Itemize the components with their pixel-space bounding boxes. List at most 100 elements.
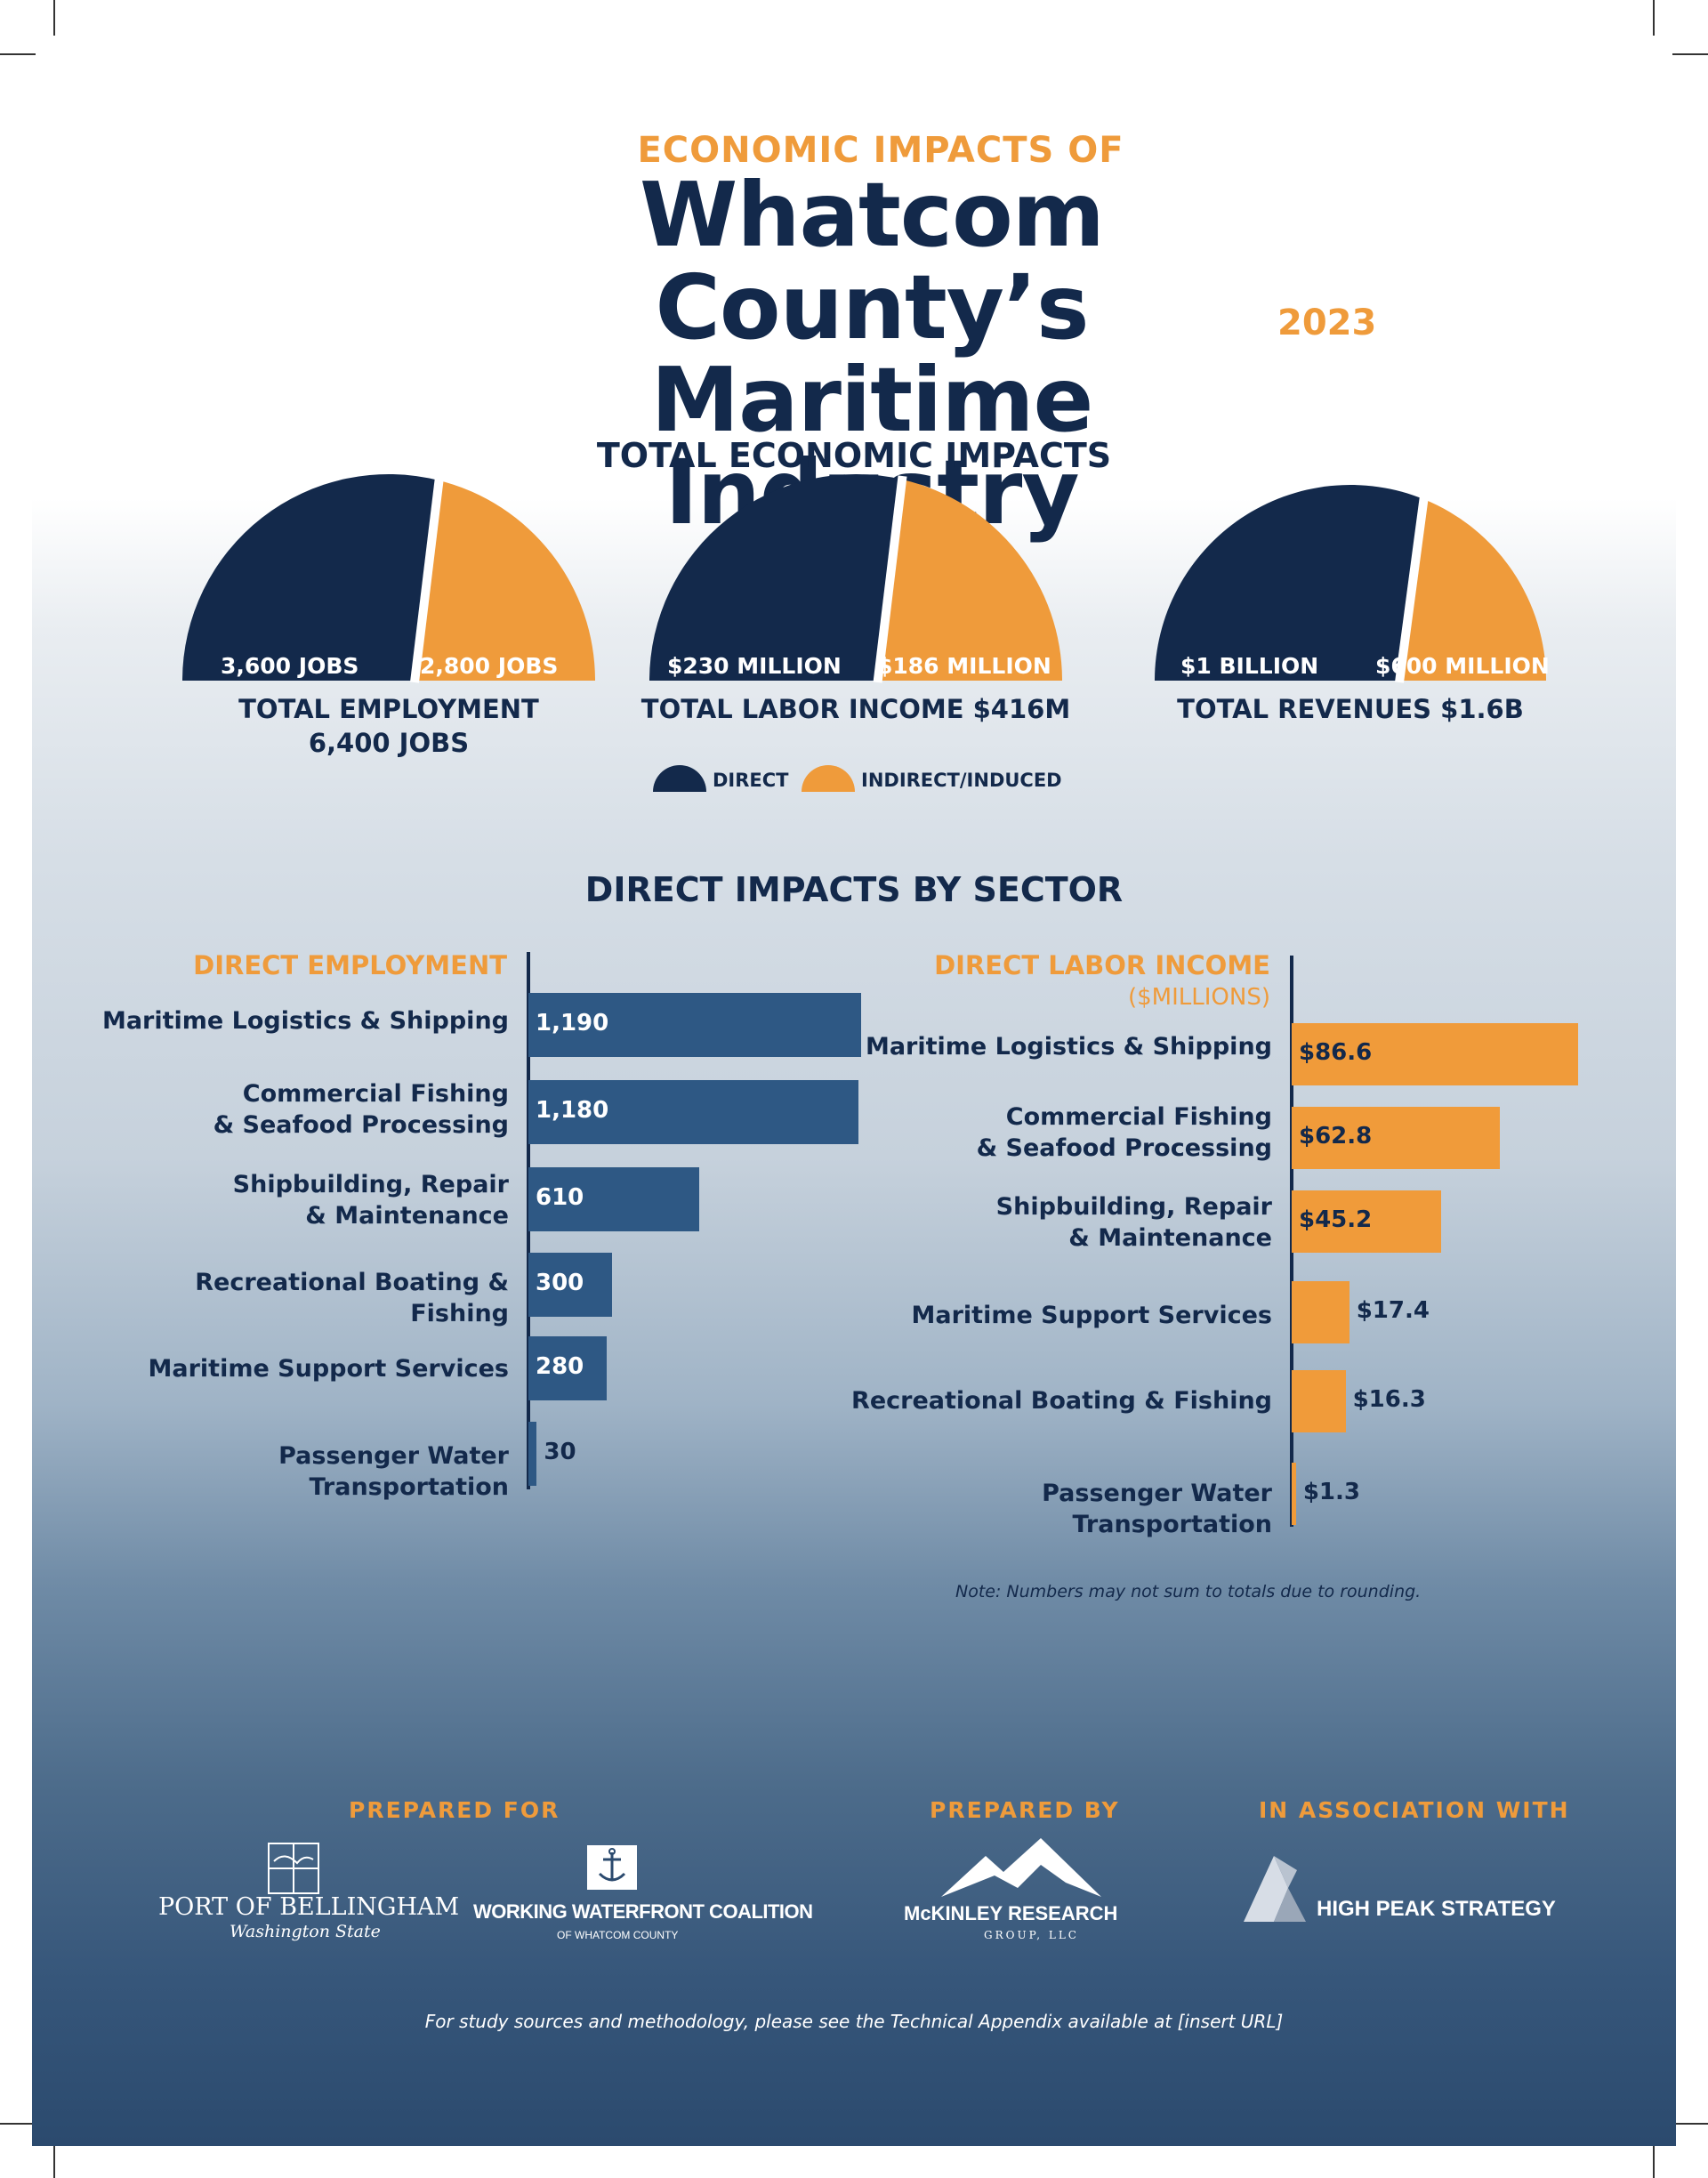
employment-value-label: 300 [536,1270,584,1296]
peak-icon [1244,1856,1306,1922]
employment-semicircle [182,474,595,683]
wwc-sub: OF WHATCOM COUNTY [557,1929,679,1941]
mountain-icon [941,1838,1101,1897]
revenues-direct-slice [1155,485,1424,681]
port-emblem-icon [268,1843,319,1894]
labor-income-caption: TOTAL LABOR INCOME $416M [623,692,1089,726]
employment-value-label: 280 [536,1353,584,1380]
income-value-label: $1.3 [1302,1479,1360,1505]
income-bar [1292,1190,1442,1253]
mckinley-name: McKINLEY RESEARCH [904,1902,1118,1924]
income-value-label: $17.4 [1356,1297,1430,1324]
title-line-1: Whatcom County’s [640,163,1105,359]
crop-mark [1672,53,1708,55]
labor-income-direct-label: $230 MILLION [667,653,842,679]
employment-bar [528,1167,699,1231]
labor-income-indirect-label: $186 MILLION [877,653,1051,679]
employment-bar [528,1422,537,1486]
revenues-divider [1395,495,1429,683]
income-bar [1292,1107,1500,1169]
ocean-background [32,498,1676,2146]
crop-mark [0,53,36,55]
employment-bar [528,1080,858,1144]
employment-divider [410,476,444,683]
crop-mark [53,0,55,36]
income-value-label: $86.6 [1299,1039,1373,1066]
revenues-semicircle [1155,485,1546,683]
high-peak-name: HIGH PEAK STRATEGY [1317,1897,1556,1921]
legend-indirect-label: INDIRECT/INDUCED [861,770,1062,791]
employment-indirect-label: 2,800 JOBS [420,653,559,679]
revenues-caption: TOTAL REVENUES $1.6B [1128,692,1573,726]
employment-value-label: 1,180 [536,1097,609,1124]
employment-value-label: 610 [536,1184,584,1211]
prepared-by-label: PREPARED BY [930,1797,1120,1823]
employment-category-label: Commercial Fishing & Seafood Processing [213,1080,509,1139]
legend-direct-swatch [653,765,706,792]
income-category-label: Recreational Boating & Fishing [851,1386,1272,1415]
employment-chart-title: DIRECT EMPLOYMENT [193,950,507,980]
income-value-label: $16.3 [1352,1386,1426,1413]
crop-mark [1672,2123,1708,2125]
income-bar [1292,1370,1346,1432]
income-category-label: Maritime Logistics & Shipping [865,1032,1272,1061]
employment-category-label: Maritime Logistics & Shipping [101,1006,509,1035]
crop-mark [53,2142,55,2178]
association-label: IN ASSOCIATION WITH [1259,1797,1570,1823]
employment-category-label: Shipbuilding, Repair & Maintenance [232,1171,509,1230]
prepared-for-label: PREPARED FOR [349,1797,560,1823]
rounding-note: Note: Numbers may not sum to totals due … [955,1582,1422,1601]
revenues-indirect-label: $600 MILLION [1375,653,1550,679]
income-category-label: Passenger Water Transportation [1042,1479,1272,1538]
employment-bar [528,1336,607,1400]
employment-direct-label: 3,600 JOBS [221,653,359,679]
income-bar [1292,1281,1349,1343]
mckinley-research-logo: McKINLEY RESEARCH GROUP, LLC [900,1838,1140,1945]
income-value-label: $62.8 [1299,1123,1373,1150]
employment-bar [528,1253,613,1317]
income-bar [1292,1463,1296,1525]
anchor-icon [587,1845,637,1890]
revenues-caption-line1: TOTAL REVENUES $1.6B [1177,694,1524,724]
employment-caption: TOTAL EMPLOYMENT 6,400 JOBS [182,692,595,760]
employment-bar [528,993,861,1057]
total-impacts-heading: TOTAL ECONOMIC IMPACTS [596,436,1112,475]
income-category-label: Commercial Fishing & Seafood Processing [976,1103,1272,1162]
labor-income-caption-line1: TOTAL LABOR INCOME $416M [640,694,1071,724]
crop-mark [1653,2142,1655,2178]
labor-income-indirect-slice [877,480,1062,681]
sector-heading: DIRECT IMPACTS BY SECTOR [584,870,1124,909]
labor-income-divider [873,475,907,683]
crop-mark [0,2123,36,2125]
revenues-indirect-slice [1399,499,1546,681]
employment-category-label: Recreational Boating & Fishing [195,1268,509,1327]
crop-mark [1653,0,1655,36]
revenues-direct-label: $1 BILLION [1180,653,1319,679]
legend-indirect-swatch [802,765,855,792]
income-category-label: Shipbuilding, Repair & Maintenance [995,1193,1272,1252]
employment-category-label: Passenger Water Transportation [278,1441,509,1501]
wwc-name: WORKING WATERFRONT COALITION [473,1900,813,1923]
employment-value-label: 1,190 [536,1010,609,1037]
working-waterfront-logo: WORKING WATERFRONT COALITION OF WHATCOM … [473,1845,813,1943]
mckinley-sub: GROUP, LLC [984,1929,1079,1941]
year-label: 2023 [1277,302,1377,343]
legend-direct-label: DIRECT [713,770,789,791]
labor-income-direct-slice [649,473,903,681]
sources-footnote: For study sources and methodology, pleas… [424,2011,1284,2032]
income-bar [1292,1023,1578,1085]
income-category-label: Maritime Support Services [911,1301,1272,1329]
income-chart-subtitle: ($MILLIONS) [1128,984,1270,1011]
employment-indirect-slice [415,480,595,681]
labor-income-semicircle [649,473,1062,683]
employment-direct-slice [182,474,439,681]
income-value-label: $45.2 [1299,1206,1373,1233]
port-of-bellingham-logo: PORT OF BELLINGHAM Washington State [158,1842,459,1941]
employment-value-label: 30 [544,1439,576,1465]
employment-category-label: Maritime Support Services [148,1354,509,1383]
kicker-title: ECONOMIC IMPACTS OF [637,130,1124,171]
employment-caption-line1: TOTAL EMPLOYMENT [238,694,539,724]
income-chart-title: DIRECT LABOR INCOME [934,950,1270,980]
employment-caption-line2: 6,400 JOBS [308,728,470,758]
port-sub: Washington State [230,1922,381,1941]
